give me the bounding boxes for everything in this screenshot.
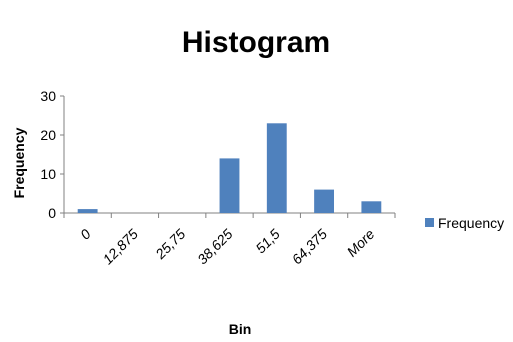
- y-axis-label: Frequency: [11, 127, 27, 198]
- chart-title: Histogram: [182, 26, 330, 59]
- legend: Frequency: [425, 215, 504, 231]
- histogram-bar: [77, 209, 98, 213]
- legend-label: Frequency: [438, 215, 504, 231]
- x-tick-label: More: [344, 226, 378, 260]
- x-tick-label: 38,625: [194, 226, 236, 268]
- x-axis-label: Bin: [229, 321, 252, 337]
- y-tick-label: 30: [40, 88, 56, 104]
- histogram-bar: [361, 201, 382, 213]
- x-tick-label: 51,5: [252, 226, 283, 257]
- y-tick-label: 0: [48, 205, 56, 221]
- x-tick-label: 64,375: [289, 226, 331, 268]
- plot-area: 0 10 20 30 0 12,875 25,75 38,625 51,5 64,375 More: [40, 88, 396, 268]
- histogram-bar: [314, 189, 335, 213]
- histogram-bar: [219, 158, 240, 213]
- histogram-bar: [266, 123, 287, 213]
- legend-swatch: [425, 218, 434, 227]
- y-tick-label: 10: [40, 166, 56, 182]
- x-tick-label: 25,75: [152, 226, 189, 263]
- x-tick-label: 12,875: [99, 226, 141, 268]
- x-tick-label: 0: [77, 226, 94, 243]
- y-tick-label: 20: [40, 127, 56, 143]
